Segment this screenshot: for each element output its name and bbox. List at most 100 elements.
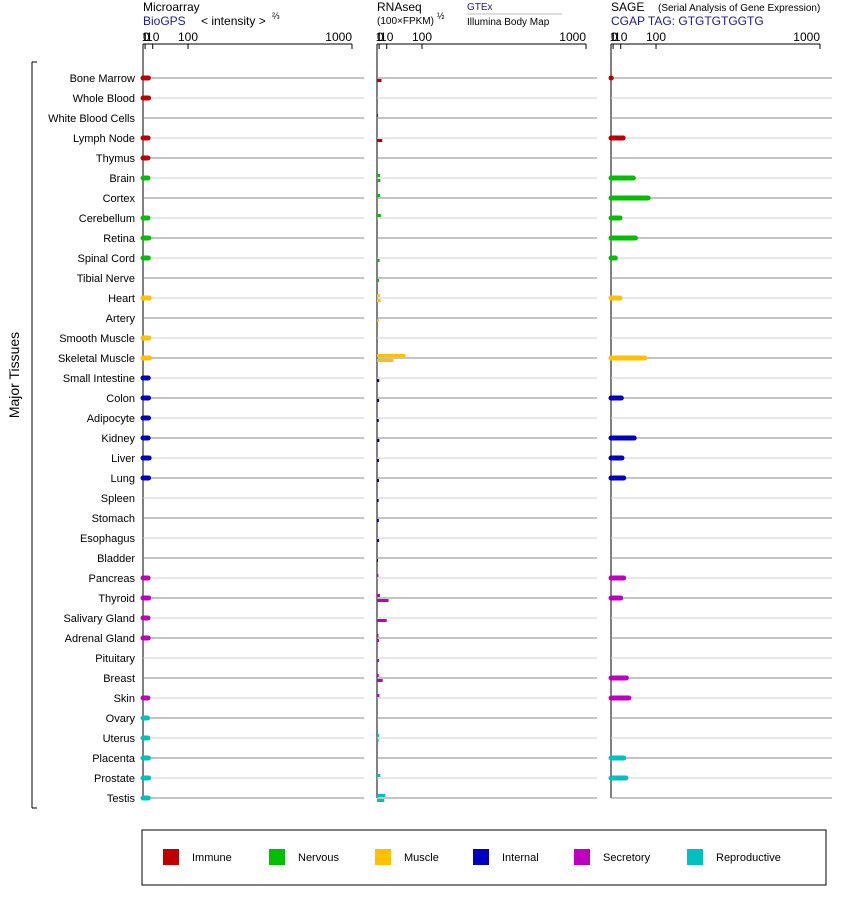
tissue-label: Thymus	[96, 153, 136, 165]
bar-gtex	[377, 114, 378, 117]
legend-swatch	[269, 849, 285, 865]
tissue-label: Tibial Nerve	[77, 273, 135, 285]
tissue-label: Cortex	[103, 193, 136, 205]
x-tick-label: 1000	[325, 30, 352, 44]
bar-ibm	[377, 419, 379, 422]
tissue-label: Testis	[107, 793, 136, 805]
bar-ibm	[377, 179, 381, 182]
sage-tag: CGAP TAG: GTGTGTGGTG	[611, 14, 764, 28]
bar-ibm	[377, 499, 379, 502]
bar-ibm	[377, 539, 380, 542]
x-tick-label: 1	[376, 30, 383, 44]
tissue-label: Lymph Node	[73, 133, 135, 145]
x-tick-label: 1	[610, 30, 617, 44]
legend-swatch	[473, 849, 489, 865]
legend-item-muscle: Muscle	[375, 849, 439, 865]
tissue-label: Pancreas	[89, 573, 136, 585]
tissue-label: Uterus	[103, 733, 136, 745]
bar-ibm	[377, 519, 379, 522]
bar-gtex	[377, 194, 381, 197]
legend-swatch	[375, 849, 391, 865]
bar-gtex	[377, 714, 378, 717]
bar-ibm	[377, 679, 383, 682]
bar-gtex	[377, 694, 380, 697]
x-tick-label: 10	[614, 30, 628, 44]
legend-swatch	[163, 849, 179, 865]
panel-header-sage: SAGE (Serial Analysis of Gene Expression…	[611, 0, 820, 28]
bar-gtex	[377, 574, 379, 577]
legend-item-reproductive: Reproductive	[687, 849, 781, 865]
bar-ibm	[377, 399, 380, 402]
x-tick-label: 10	[380, 30, 394, 44]
tissue-label: Ovary	[106, 713, 136, 725]
rnaseq-exponent: ½	[437, 11, 445, 21]
tissue-label: Adrenal Gland	[65, 633, 135, 645]
bar-ibm	[377, 799, 385, 802]
tissue-label: Stomach	[92, 513, 135, 525]
rnaseq-title: RNAseq	[377, 0, 422, 14]
panel-header-rnaseq: RNAseq (100×FPKM) ½ GTEx Illumina Body M…	[377, 0, 562, 28]
x-tick-label: 100	[412, 30, 432, 44]
tissue-label: Breast	[103, 673, 135, 685]
bar-ibm	[377, 359, 394, 362]
bar-ibm	[377, 299, 381, 302]
tissue-label: Placenta	[92, 753, 136, 765]
bar-ibm	[377, 379, 380, 382]
tissue-label: Heart	[108, 293, 135, 305]
legend-label: Immune	[192, 852, 232, 864]
tissue-label: Pituitary	[95, 653, 135, 665]
bar-ibm	[377, 619, 387, 622]
legend-item-nervous: Nervous	[269, 849, 339, 865]
bar-ibm	[377, 739, 379, 742]
bar-gtex	[377, 594, 380, 597]
legend-label: Nervous	[298, 852, 339, 864]
tissue-label: Adipocyte	[87, 413, 135, 425]
tissue-label: Liver	[111, 453, 135, 465]
x-tick-label: 100	[646, 30, 666, 44]
tissue-label: Skeletal Muscle	[58, 353, 135, 365]
major-tissues-bracket	[31, 61, 37, 809]
tissue-label: Whole Blood	[73, 93, 135, 105]
tissue-label: Kidney	[101, 433, 135, 445]
tissue-label: Bone Marrow	[70, 73, 135, 85]
sage-title: SAGE	[611, 0, 644, 14]
bar-ibm	[377, 559, 378, 562]
bar-gtex	[377, 634, 379, 637]
bar-ibm	[377, 719, 378, 722]
bar-ibm	[377, 439, 380, 442]
bar-gtex	[377, 794, 386, 797]
x-tick-label: 0	[143, 30, 150, 44]
tissue-label: Retina	[103, 233, 136, 245]
tissue-label: Lung	[111, 473, 135, 485]
x-tick-label: 0	[611, 30, 618, 44]
bar-gtex	[377, 354, 406, 357]
bar-ibm	[377, 779, 378, 782]
tissue-label: Skin	[114, 693, 135, 705]
microarray-exponent: ⅔	[272, 11, 280, 21]
tissue-label: Brain	[109, 173, 135, 185]
rnaseq-legend-ibm: Illumina Body Map	[467, 17, 550, 28]
legend-label: Reproductive	[716, 852, 781, 864]
tissue-label: Cerebellum	[79, 213, 135, 225]
tissue-label: Prostate	[94, 773, 135, 785]
bar-ibm	[377, 659, 380, 662]
tissue-label: Esophagus	[80, 533, 136, 545]
bar-ibm	[377, 79, 382, 82]
legend-item-immune: Immune	[163, 849, 232, 865]
bar-gtex	[377, 214, 381, 217]
bar-ibm	[377, 639, 380, 642]
tissue-label: Smooth Muscle	[59, 333, 135, 345]
bar-ibm	[377, 459, 379, 462]
tissue-label: Small Intestine	[63, 373, 135, 385]
x-tick-label: 1	[142, 30, 149, 44]
x-tick-label: 100	[178, 30, 198, 44]
y-axis-label: Major Tissues	[6, 332, 22, 418]
legend-item-internal: Internal	[473, 849, 539, 865]
bar-ibm	[377, 319, 379, 322]
x-tick-label: 1000	[793, 30, 820, 44]
tissue-label: Bladder	[97, 553, 135, 565]
bar-gtex	[377, 734, 379, 737]
tissue-label: Artery	[106, 313, 136, 325]
